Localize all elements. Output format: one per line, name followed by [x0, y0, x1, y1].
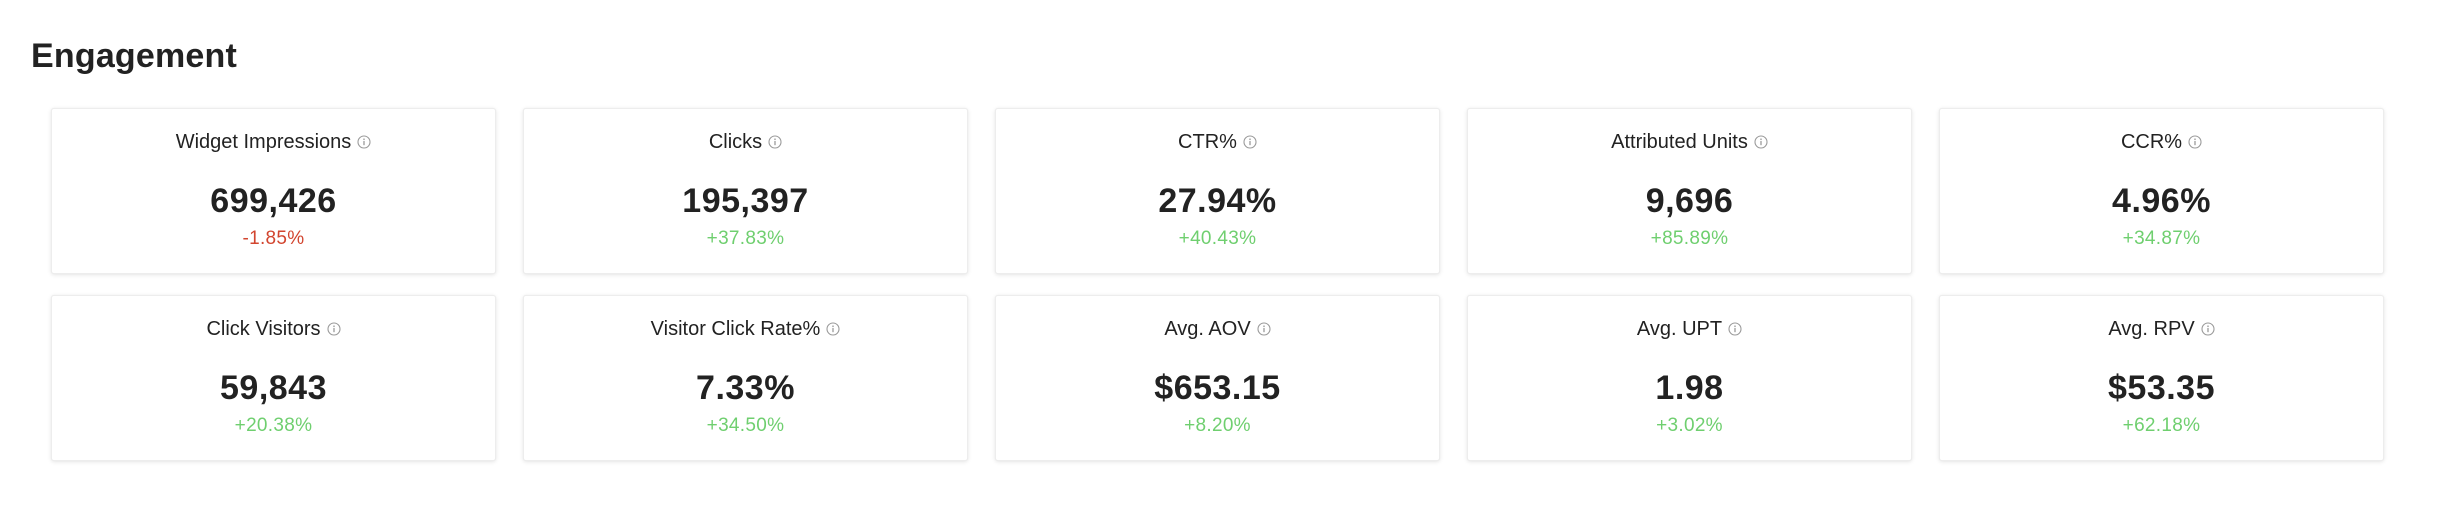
metric-label-row: Widget Impressions	[176, 128, 372, 156]
metric-label: Avg. AOV	[1164, 318, 1251, 340]
info-icon[interactable]	[768, 135, 782, 149]
metrics-grid: Widget Impressions 699,426 -1.85% Clicks…	[51, 108, 2385, 461]
metric-card-avg-aov: Avg. AOV $653.15 +8.20%	[995, 295, 1440, 461]
metric-label-row: Click Visitors	[206, 315, 341, 343]
info-icon[interactable]	[2188, 135, 2202, 149]
metric-card-ccr: CCR% 4.96% +34.87%	[1939, 108, 2384, 274]
metric-label-row: Visitor Click Rate%	[651, 315, 841, 343]
metric-change: +8.20%	[1184, 415, 1251, 436]
metric-label: Clicks	[708, 131, 763, 153]
metric-value: 699,426	[210, 182, 337, 220]
metric-card-avg-rpv: Avg. RPV $53.35 +62.18%	[1939, 295, 2384, 461]
info-icon[interactable]	[326, 322, 341, 336]
info-icon[interactable]	[357, 135, 371, 149]
info-icon[interactable]	[1754, 135, 1768, 149]
metric-value: 195,397	[682, 182, 809, 220]
metric-label-row: Avg. UPT	[1637, 315, 1742, 343]
metric-label-row: Avg. RPV	[2108, 315, 2215, 343]
metric-change: +85.89%	[1650, 228, 1729, 249]
metric-label: Avg. UPT	[1636, 318, 1723, 340]
metric-label-row: CTR%	[1178, 128, 1257, 156]
metric-change: +62.18%	[2122, 415, 2201, 436]
metric-label: Attributed Units	[1611, 131, 1748, 153]
info-icon[interactable]	[2201, 322, 2215, 336]
metric-label: Click Visitors	[206, 318, 321, 340]
info-icon[interactable]	[1243, 135, 1257, 149]
metric-label-row: CCR%	[2121, 128, 2202, 156]
metric-card-click-visitors: Click Visitors 59,843 +20.38%	[51, 295, 496, 461]
metric-label: CTR%	[1178, 131, 1237, 153]
info-icon[interactable]	[826, 322, 840, 336]
metric-value: $653.15	[1154, 369, 1281, 407]
metric-change: +20.38%	[234, 415, 313, 436]
metric-label: CCR%	[2120, 131, 2183, 153]
metric-value: 27.94%	[1158, 182, 1277, 220]
metric-label-row: Clicks	[709, 128, 782, 156]
metric-card-widget-impressions: Widget Impressions 699,426 -1.85%	[51, 108, 496, 274]
metric-value: 4.96%	[2112, 182, 2211, 220]
metric-change: -1.85%	[242, 228, 305, 249]
metric-value: 7.33%	[696, 369, 795, 407]
info-icon[interactable]	[1728, 322, 1742, 336]
metric-label: Visitor Click Rate%	[650, 318, 821, 340]
metric-card-avg-upt: Avg. UPT 1.98 +3.02%	[1467, 295, 1912, 461]
metric-card-visitor-click-rate: Visitor Click Rate% 7.33% +34.50%	[523, 295, 968, 461]
metric-label: Avg. RPV	[2108, 318, 2195, 340]
metric-value: 1.98	[1655, 369, 1724, 407]
metric-change: +37.83%	[706, 228, 785, 249]
metric-value: 59,843	[220, 369, 327, 407]
metric-value: 9,696	[1645, 182, 1734, 220]
metric-card-clicks: Clicks 195,397 +37.83%	[523, 108, 968, 274]
metric-change: +40.43%	[1178, 228, 1257, 249]
metric-label: Widget Impressions	[175, 131, 352, 153]
section-title: Engagement	[31, 37, 238, 75]
metric-card-attributed-units: Attributed Units 9,696 +85.89%	[1467, 108, 1912, 274]
metric-label-row: Avg. AOV	[1164, 315, 1271, 343]
info-icon[interactable]	[1257, 322, 1271, 336]
metric-change: +34.50%	[706, 415, 785, 436]
metric-change: +34.87%	[2122, 228, 2201, 249]
metric-label-row: Attributed Units	[1611, 128, 1768, 156]
metric-change: +3.02%	[1656, 415, 1723, 436]
metric-card-ctr: CTR% 27.94% +40.43%	[995, 108, 1440, 274]
metric-value: $53.35	[2108, 369, 2215, 407]
